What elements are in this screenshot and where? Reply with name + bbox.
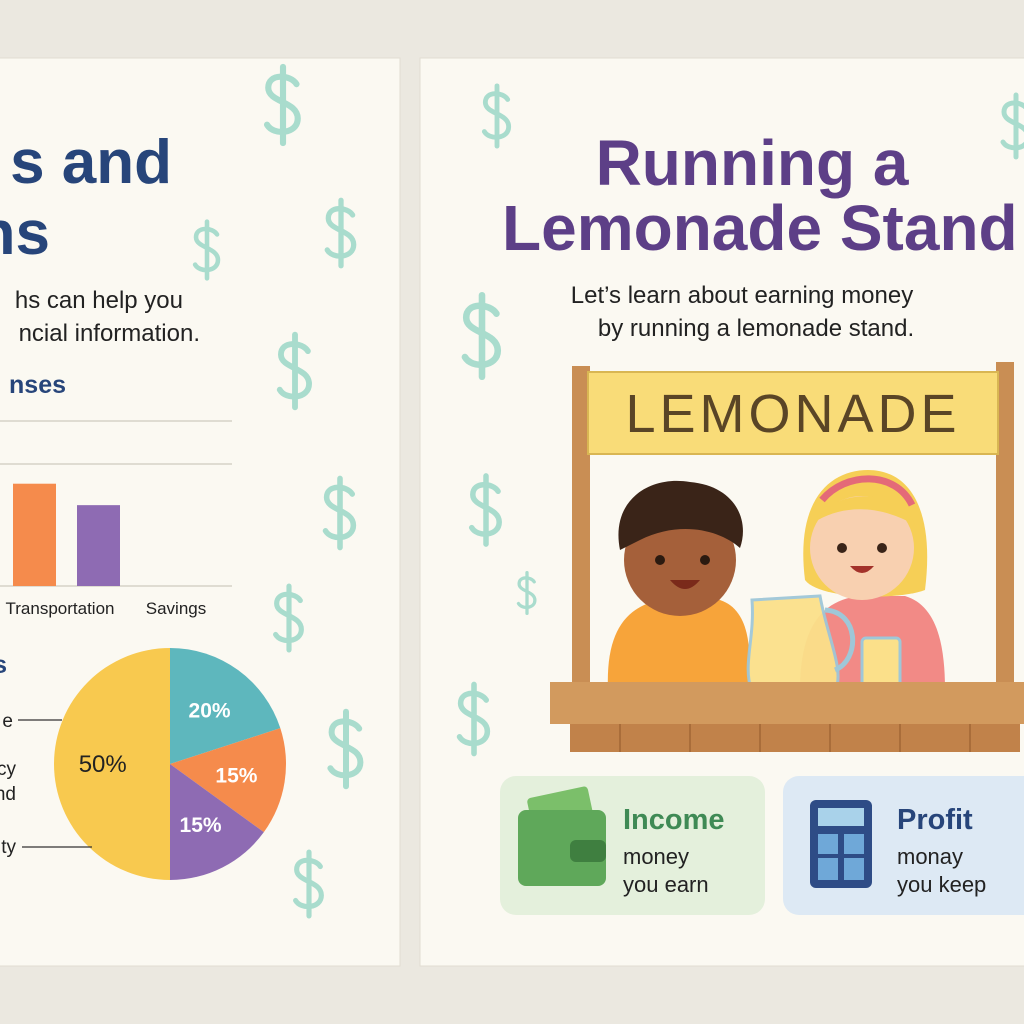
left-title: s and xyxy=(10,128,172,197)
sign-text: LEMONADE xyxy=(625,384,960,444)
pie-chart: 50% 20% 15% 15% xyxy=(54,648,286,880)
income-title: Income xyxy=(623,804,725,836)
left-title: ns xyxy=(0,199,50,268)
lemonade-stand xyxy=(550,362,1024,752)
pie-side-label: e xyxy=(2,711,13,732)
bar-label: Transportation xyxy=(6,599,115,618)
bar xyxy=(77,505,120,586)
bar xyxy=(13,483,56,586)
profit-title: Profit xyxy=(897,804,973,836)
income-text: money xyxy=(623,844,689,869)
left-intro: hs can help you xyxy=(15,287,183,314)
pie-side-label: ty xyxy=(1,837,16,858)
pie-slice xyxy=(54,648,170,880)
left-intro: ncial information. xyxy=(19,320,200,347)
pie-label: 20% xyxy=(189,700,231,723)
pie-side-label: nd xyxy=(0,784,16,805)
pie-label: 15% xyxy=(215,765,257,788)
pie-side-label: cy xyxy=(0,759,17,780)
bar-label: Savings xyxy=(146,599,206,618)
right-intro: Let’s learn about earning money xyxy=(571,282,913,309)
calculator-icon xyxy=(810,800,872,888)
right-intro: by running a lemonade stand. xyxy=(598,315,914,342)
bar-chart: Transportation Savings xyxy=(6,483,206,618)
pie-slice xyxy=(170,648,281,764)
right-title: Lemonade Stand xyxy=(502,192,1018,264)
pie-label: 15% xyxy=(180,814,222,837)
profit-text: you keep xyxy=(897,872,986,897)
wallet-icon xyxy=(518,786,606,886)
profit-text: monay xyxy=(897,844,963,869)
pie-slice xyxy=(170,728,286,833)
pie-heading: s xyxy=(0,651,7,679)
bar-heading: nses xyxy=(9,371,66,399)
pie-label: 50% xyxy=(79,751,127,778)
right-title: Running a xyxy=(596,127,909,199)
income-text: you earn xyxy=(623,872,709,897)
pie-slice xyxy=(170,764,264,880)
